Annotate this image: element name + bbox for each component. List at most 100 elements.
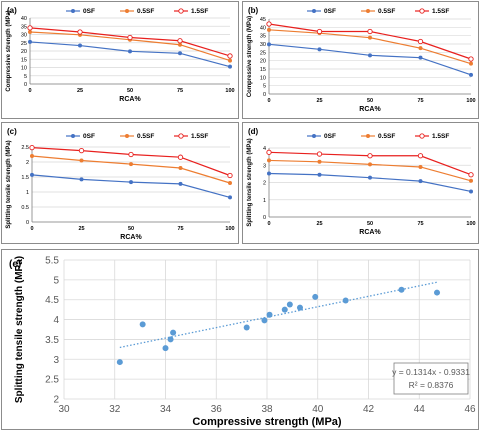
y-tick-label: 10: [21, 66, 27, 72]
data-point: [317, 172, 322, 177]
x-tick-label: 40: [312, 404, 324, 415]
legend-marker-0SF: [312, 134, 316, 138]
chart-panel-a: (a) 0 5 10 15 20 25 30 35 40 0 25 50 75 100 RCA% Compres…: [1, 1, 239, 119]
legend-marker-1.5SF: [178, 133, 184, 139]
data-point: [178, 181, 183, 186]
data-point: [243, 324, 250, 331]
data-point: [418, 164, 423, 169]
panel-label: (c): [7, 127, 17, 136]
x-tick-label: 100: [466, 221, 475, 227]
y-tick-label: 35: [21, 24, 27, 30]
data-point: [417, 153, 424, 159]
legend-marker-0SF: [312, 9, 316, 13]
y-axis-label: Compressive strength (MPa): [6, 10, 12, 91]
y-tick-label: 30: [21, 33, 27, 39]
y-tick-label: 25: [21, 41, 27, 47]
y-tick-label: 5: [263, 84, 266, 90]
data-point: [78, 147, 85, 154]
x-tick-label: 34: [160, 404, 172, 415]
data-point: [127, 34, 133, 41]
legend-label-1.5SF: 1.5SF: [191, 8, 208, 15]
legend-label-0.5SF: 0.5SF: [378, 8, 395, 15]
data-point: [342, 297, 349, 304]
data-point: [128, 49, 132, 54]
data-point: [267, 158, 271, 163]
data-point: [78, 43, 82, 48]
panel-label: (a): [7, 6, 17, 15]
data-point: [418, 46, 423, 51]
chart-panel-d: (d) 0 1 2 3 4 0 25 50 75 100 RCA% Splitting tensile …: [242, 122, 479, 244]
legend-marker-0.5SF: [125, 9, 129, 13]
data-point: [177, 38, 183, 44]
y-tick-label: 1: [26, 190, 29, 196]
y-tick-label: 0: [24, 82, 27, 88]
data-point: [468, 172, 474, 178]
y-tick-label: 25: [260, 50, 266, 56]
data-point: [367, 153, 373, 159]
y-tick-label: 0.5: [21, 205, 29, 211]
y-tick-label: 20: [260, 59, 266, 65]
x-tick-label: 75: [417, 98, 423, 104]
y-tick-label: 15: [260, 67, 266, 73]
data-point: [227, 172, 233, 179]
legend-marker-0SF: [71, 9, 75, 13]
data-point: [116, 359, 123, 366]
y-tick-label: 3: [263, 163, 266, 169]
data-point: [367, 28, 373, 35]
chart-panel-b: (b) 0 5 10 15 20 25 30 35 40 45 0 25 50 75 100 RCA% Compr…: [242, 1, 479, 119]
data-point: [281, 306, 288, 313]
chart-panel-c: (c) 0 0.5 1 1.5 2 2.5 0 25 50 75 100 RCA% Splitting t…: [1, 122, 239, 244]
chart-panel-e: (e) 2 2.5 3 3.5 4 4.5 5 5.5 30 32 34 36 38 40 42 44 46 Com…: [1, 249, 479, 430]
y-tick-label: 0: [26, 220, 29, 226]
y-tick-label: 1: [263, 198, 266, 204]
data-point: [128, 151, 134, 158]
data-point: [434, 289, 441, 296]
data-point: [468, 56, 474, 62]
x-tick-label: 36: [211, 404, 223, 415]
data-point: [178, 51, 182, 56]
y-tick-label: 10: [260, 75, 266, 81]
data-point: [228, 64, 232, 69]
data-point: [79, 177, 84, 182]
legend-label-1.5SF: 1.5SF: [432, 8, 449, 15]
x-tick-label: 100: [225, 226, 234, 232]
x-axis-label: RCA%: [359, 106, 381, 113]
data-point: [261, 317, 268, 324]
data-point: [30, 172, 34, 177]
data-point: [418, 179, 423, 184]
data-point: [129, 180, 133, 185]
y-tick-label: 5: [24, 74, 27, 80]
data-point: [267, 171, 271, 176]
x-tick-label: 25: [316, 221, 322, 227]
data-point: [417, 38, 424, 45]
y-tick-label: 4.5: [45, 295, 59, 306]
data-point: [312, 293, 319, 300]
y-tick-label: 0: [263, 92, 266, 98]
chart-c: (c) 0 0.5 1 1.5 2 2.5 0 25 50 75 100 RCA% Splitting t…: [6, 127, 235, 241]
data-point: [266, 149, 272, 155]
data-point: [170, 329, 177, 336]
x-tick-label: 100: [466, 98, 475, 104]
x-tick-label: 50: [127, 88, 133, 94]
legend-marker-1.5SF: [419, 8, 425, 14]
x-tick-label: 25: [316, 98, 322, 104]
data-point: [316, 28, 323, 35]
data-point: [368, 53, 372, 58]
data-point: [469, 178, 473, 183]
data-point: [368, 175, 372, 180]
legend-marker-1.5SF: [419, 133, 425, 139]
data-point: [469, 72, 473, 77]
legend-label-0.5SF: 0.5SF: [378, 133, 395, 140]
x-axis-label: RCA%: [359, 229, 381, 236]
data-point: [77, 29, 83, 35]
legend-marker-1.5SF: [178, 8, 184, 14]
data-point: [79, 158, 84, 163]
legend-label-0SF: 0SF: [83, 133, 95, 140]
y-axis-label: Splitting tensile strength (MPa): [6, 140, 12, 228]
y-tick-label: 2: [263, 181, 266, 187]
chart-d: (d) 0 1 2 3 4 0 25 50 75 100 RCA% Splitting tensile …: [247, 127, 476, 236]
data-point: [228, 181, 232, 185]
panel-label: (d): [248, 127, 259, 136]
panel-label: (b): [248, 6, 259, 15]
y-tick-label: 30: [260, 42, 266, 48]
